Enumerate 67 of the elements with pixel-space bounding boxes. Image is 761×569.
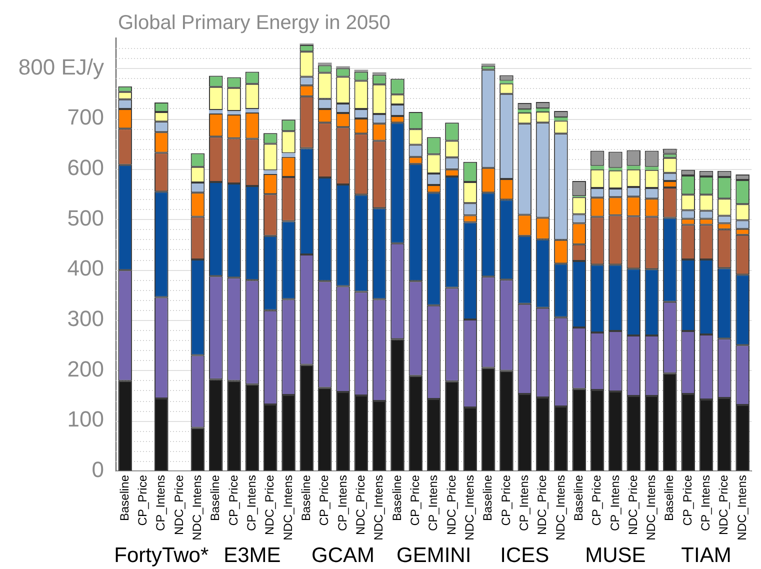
text: E3ME bbox=[224, 544, 281, 567]
x-tick-label: CP_Intens bbox=[426, 475, 440, 532]
x-tick-label: CP_Price bbox=[590, 474, 604, 526]
x-tick-label: CP_Price bbox=[680, 474, 694, 526]
text: GCAM bbox=[312, 544, 375, 567]
x-tick-label: CP_Price bbox=[136, 474, 150, 526]
x-tick-label: CP_Intens bbox=[244, 475, 259, 532]
bar bbox=[318, 62, 332, 66]
x-tick-label: Baseline bbox=[299, 474, 314, 522]
x-tick-label: NDC_Intens bbox=[190, 475, 204, 540]
x-tick-label: Baseline bbox=[662, 474, 676, 522]
bar bbox=[590, 166, 604, 170]
bar bbox=[245, 108, 260, 113]
y-tick-label: 700 bbox=[67, 104, 104, 130]
bar bbox=[500, 80, 514, 84]
text: GEMINI bbox=[396, 544, 472, 567]
x-tick-label: CP_Price bbox=[408, 474, 422, 526]
y-tick-label: 500 bbox=[67, 205, 104, 230]
y-tick-label: 300 bbox=[67, 306, 104, 332]
x-tick-label: CP_Price bbox=[498, 474, 513, 526]
x-tick-label: NDC_Intens bbox=[372, 475, 386, 540]
text: FortyTwo* bbox=[114, 544, 209, 567]
y-tick-label: 0 bbox=[92, 457, 104, 482]
bar bbox=[263, 170, 278, 174]
y-tick-label: 800 EJ/y bbox=[18, 54, 104, 80]
x-tick-label: NDC_Price bbox=[626, 474, 640, 536]
x-tick-label: NDC_Intens bbox=[644, 475, 658, 540]
bar bbox=[372, 72, 386, 75]
x-tick-label: Baseline bbox=[117, 474, 132, 522]
y-tick-label: 400 bbox=[67, 256, 104, 281]
bar bbox=[554, 118, 568, 121]
x-tick-label: CP_Price bbox=[317, 474, 332, 526]
y-tick-label: 200 bbox=[67, 356, 104, 382]
x-tick-label: CP_Intens bbox=[516, 475, 531, 532]
x-tick-label: NDC_Price bbox=[172, 474, 186, 536]
x-tick-label: NDC_Price bbox=[262, 474, 277, 536]
x-tick-label: CP_Price bbox=[226, 474, 240, 526]
text: MUSE bbox=[585, 544, 646, 567]
text: TIAM bbox=[681, 544, 732, 567]
x-tick-label: NDC_Price bbox=[353, 474, 368, 536]
x-tick-label: CP_Intens bbox=[608, 475, 622, 532]
bar bbox=[518, 109, 532, 113]
x-tick-label: NDC_Intens bbox=[280, 475, 295, 540]
x-tick-label: NDC_Intens bbox=[553, 475, 568, 540]
x-tick-label: CP_Intens bbox=[698, 475, 713, 532]
x-tick-label: NDC_Intens bbox=[734, 475, 749, 540]
y-tick-label: 600 bbox=[67, 154, 104, 180]
x-tick-label: NDC_Price bbox=[535, 474, 550, 536]
x-tick-label: NDC_Intens bbox=[462, 475, 476, 540]
bar bbox=[608, 168, 622, 170]
x-tick-label: CP_Intens bbox=[335, 475, 350, 532]
bar bbox=[208, 110, 223, 114]
bar bbox=[227, 111, 241, 115]
x-tick-label: Baseline bbox=[571, 474, 586, 522]
x-tick-label: NDC_Price bbox=[444, 474, 458, 536]
bar bbox=[644, 166, 659, 170]
chart-title: Global Primary Energy in 2050 bbox=[118, 12, 390, 34]
x-tick-label: CP_Intens bbox=[154, 475, 168, 532]
bar bbox=[536, 108, 550, 112]
x-tick-label: Baseline bbox=[480, 474, 495, 522]
x-tick-label: Baseline bbox=[208, 474, 222, 522]
bar bbox=[282, 153, 296, 157]
y-tick-label: 100 bbox=[67, 406, 104, 432]
bar bbox=[626, 166, 641, 170]
text: ICES bbox=[500, 544, 550, 567]
x-tick-label: NDC_Price bbox=[716, 474, 731, 536]
x-tick-label: Baseline bbox=[390, 474, 404, 522]
